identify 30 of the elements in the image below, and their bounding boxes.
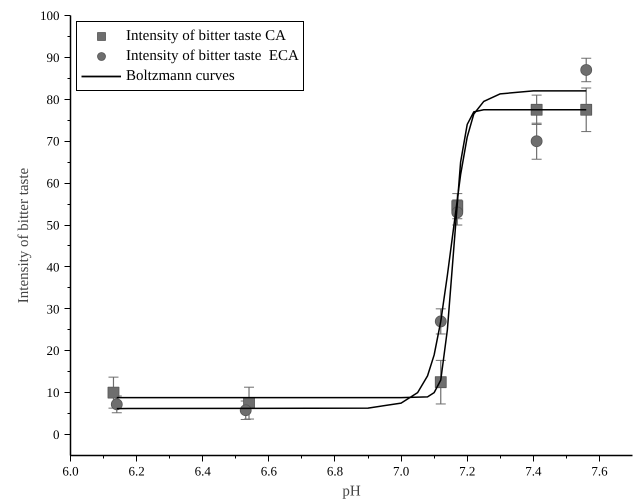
y-tick-label: 100	[40, 8, 60, 23]
y-tick-label: 70	[46, 134, 60, 149]
point	[108, 386, 120, 399]
x-tick-label: 6.6	[260, 464, 278, 478]
point	[110, 398, 123, 410]
y-axis-title: Intensity of bitter taste	[16, 167, 32, 304]
legend-label: Intensity of bitter taste CA	[126, 27, 286, 45]
y-tick-label: 0	[53, 427, 60, 442]
y-tick-label: 10	[46, 385, 60, 400]
y-tick-label: 40	[46, 259, 60, 274]
legend-label: Intensity of bitter taste ECA	[126, 47, 299, 65]
y-tick-label: 60	[46, 176, 60, 191]
x-tick-label: 6.0	[62, 464, 79, 478]
x-tick-label: 6.8	[326, 464, 344, 478]
point	[530, 135, 543, 148]
x-tick-label: 7.6	[591, 464, 608, 478]
legend-label: Boltzmann curves	[126, 67, 235, 85]
x-tick-label: 6.2	[128, 464, 145, 478]
x-tick-label: 7.2	[459, 464, 476, 478]
y-tick-label: 80	[46, 92, 60, 107]
point	[580, 64, 592, 76]
x-tick-label: 7.0	[392, 464, 410, 478]
y-tick-label: 50	[46, 218, 60, 233]
y-tick-label: 90	[46, 50, 60, 65]
x-tick-label: 7.4	[525, 464, 542, 478]
point	[580, 104, 592, 116]
y-tick-label: 20	[46, 343, 60, 358]
x-axis-title: pH	[342, 484, 361, 500]
y-tick-label: 30	[46, 301, 60, 316]
x-tick-label: 6.4	[194, 464, 212, 478]
